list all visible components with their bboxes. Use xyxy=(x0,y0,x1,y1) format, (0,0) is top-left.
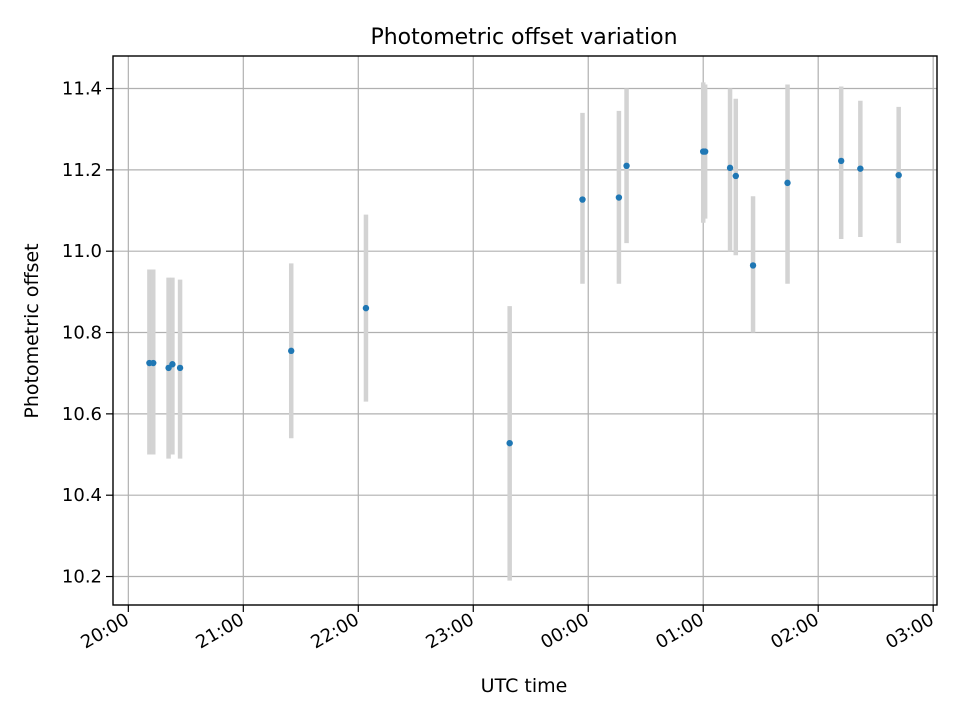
data-point xyxy=(176,364,184,372)
plot-area-frame xyxy=(112,55,938,606)
data-point xyxy=(895,171,902,179)
data-point xyxy=(857,165,864,172)
data-point xyxy=(726,164,734,172)
data-point xyxy=(837,157,845,165)
data-point xyxy=(749,262,757,269)
y-tick-label: 10.6 xyxy=(62,404,102,425)
y-tick-label: 10.2 xyxy=(62,567,102,588)
chart-title: Photometric offset variation xyxy=(370,25,677,50)
data-point xyxy=(169,361,176,368)
data-point xyxy=(362,304,370,312)
data-point xyxy=(579,196,586,203)
data-point xyxy=(623,162,630,169)
y-tick-label: 11.2 xyxy=(62,160,102,181)
data-point xyxy=(150,359,157,367)
y-tick-label: 10.8 xyxy=(62,323,102,344)
y-tick-label: 11.0 xyxy=(62,241,102,262)
data-points xyxy=(146,148,902,447)
data-point xyxy=(506,439,513,447)
x-axis-label: UTC time xyxy=(481,675,568,697)
y-axis-ticks: 10.2 10.4 10.6 10.8 11.0 11.2 11.4 xyxy=(62,79,113,588)
data-point xyxy=(288,347,295,355)
y-axis-label: Photometric offset xyxy=(21,243,43,418)
data-point xyxy=(701,148,709,155)
data-point xyxy=(732,172,739,180)
data-point xyxy=(784,179,791,187)
y-tick-label: 11.4 xyxy=(62,79,102,100)
data-point xyxy=(615,194,623,201)
y-tick-label: 10.4 xyxy=(62,485,102,506)
